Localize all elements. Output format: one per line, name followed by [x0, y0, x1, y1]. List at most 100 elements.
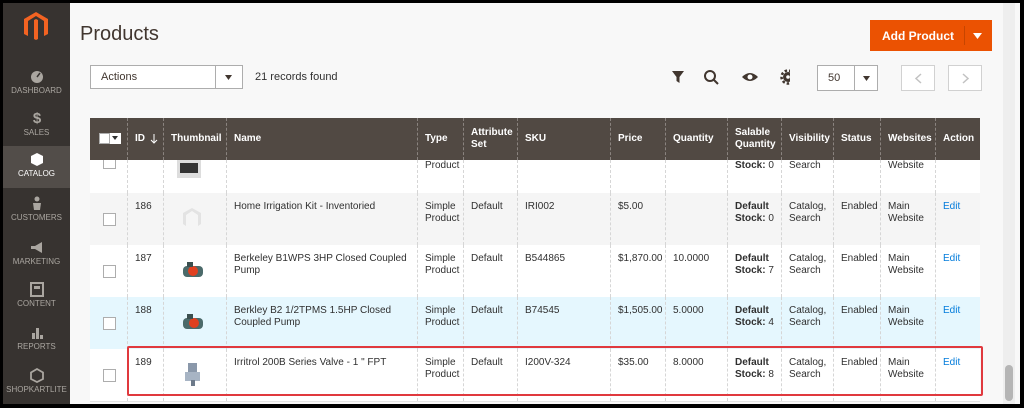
column-header[interactable]: SKU — [517, 118, 610, 160]
cell: IRI002 — [517, 193, 610, 245]
column-label: Salable Quantity — [735, 127, 776, 150]
search-icon[interactable] — [704, 70, 719, 85]
salable-qty: 0 — [768, 213, 774, 224]
cell: Default Stock: 7 — [727, 245, 781, 297]
cell: Edit — [935, 245, 980, 297]
table-row: Product Stock: 0 Search Website — [90, 160, 980, 194]
next-page[interactable] — [948, 65, 982, 91]
column-header[interactable]: Type — [417, 118, 463, 160]
sku: B74545 — [525, 305, 560, 316]
cell — [610, 160, 665, 193]
cell: Berkley B2 1/2TPMS 1.5HP Closed Coupled … — [226, 297, 417, 349]
nav-label: REPORTS — [17, 342, 56, 351]
column-header[interactable]: Action — [935, 118, 980, 160]
column-label: SKU — [525, 133, 547, 144]
row-checkbox[interactable] — [103, 369, 116, 382]
cell: I200V-324 — [517, 349, 610, 401]
thumbnail — [177, 160, 201, 178]
column-header[interactable]: Visibility — [781, 118, 833, 160]
select-all[interactable] — [99, 133, 121, 144]
status: Enabled — [841, 357, 878, 368]
row-checkbox[interactable] — [103, 160, 116, 169]
row-checkbox[interactable] — [103, 317, 116, 330]
nav-label: SHOPKARTLITE — [6, 385, 67, 394]
column-header[interactable]: ID — [127, 118, 163, 160]
action[interactable]: Edit — [943, 201, 961, 212]
settings-icon[interactable] — [780, 69, 791, 85]
column-header[interactable]: Price — [610, 118, 665, 160]
sku: B544865 — [525, 253, 566, 264]
action[interactable]: Edit — [943, 357, 961, 368]
highlight-box — [127, 346, 983, 396]
quantity: 8.0000 — [673, 357, 704, 368]
row-checkbox[interactable] — [103, 213, 116, 226]
nav-icon: $ — [32, 111, 41, 126]
price: $1,505.00 — [618, 305, 663, 316]
type: Simple Product — [425, 357, 460, 380]
cell: $35.00 — [610, 349, 665, 401]
cell: 187 — [127, 245, 163, 297]
prev-page[interactable] — [901, 65, 935, 91]
table-row[interactable]: 187 Berkeley B1WPS 3HP Closed Coupled Pum… — [90, 245, 980, 298]
nav-item[interactable]: CUSTOMERS — [3, 190, 70, 232]
per-page-select[interactable]: 50 — [817, 65, 878, 91]
websites: Main Website — [888, 253, 924, 276]
cell: Stock: 0 — [727, 160, 781, 193]
table-row[interactable]: 186 Home Irrigation Kit - Inventoried Simp… — [90, 193, 980, 246]
actions-dropdown[interactable]: Actions — [90, 65, 243, 89]
scroll-thumb[interactable] — [1005, 365, 1013, 401]
table-row[interactable]: 188 Berkley B2 1/2TPMS 1.5HP Closed Coupl… — [90, 297, 980, 350]
cell: Main Website — [880, 245, 935, 297]
filter-icon[interactable] — [672, 71, 684, 83]
id: 187 — [135, 253, 152, 264]
view-icon[interactable] — [742, 73, 758, 81]
cell: Main Website — [880, 193, 935, 245]
column-header[interactable]: Salable Quantity — [727, 118, 781, 160]
salable-qty: 8 — [768, 369, 774, 380]
nav-item[interactable]: $ SALES — [3, 105, 70, 147]
add-product-button[interactable]: Add Product — [870, 20, 992, 51]
cell: Edit — [935, 349, 980, 401]
divider — [854, 66, 855, 90]
type: Simple Product — [425, 201, 460, 224]
nav-item[interactable]: CATALOG — [3, 146, 70, 188]
nav-item[interactable]: DASHBOARD — [3, 63, 70, 105]
cell: $5.00 — [610, 193, 665, 245]
cell: $1,505.00 — [610, 297, 665, 349]
cell: 186 — [127, 193, 163, 245]
logo — [24, 12, 48, 40]
nav-item[interactable]: CONTENT — [3, 276, 70, 318]
table-body: Product Stock: 0 Search Website 186 Home Irri… — [90, 160, 980, 404]
visibility: Catalog, Search — [789, 253, 827, 276]
cell: Catalog, Search — [781, 349, 833, 401]
table-row[interactable]: 189 Irritrol 200B Series Valve - 1 " FPT S… — [90, 349, 980, 402]
price: $35.00 — [618, 357, 649, 368]
cell — [163, 160, 226, 193]
cell — [163, 349, 226, 401]
cell: Default Stock: 0 — [727, 193, 781, 245]
row-checkbox[interactable] — [103, 265, 116, 278]
action[interactable]: Edit — [943, 253, 961, 264]
nav-item[interactable]: SHOPKARTLITE — [3, 362, 70, 404]
sort-arrow — [150, 134, 158, 144]
name: Irritrol 200B Series Valve - 1 " FPT — [234, 357, 387, 368]
column-header[interactable]: Name — [226, 118, 417, 160]
nav-item[interactable]: MARKETING — [3, 234, 70, 276]
column-label: Visibility — [789, 133, 830, 144]
column-header[interactable]: Thumbnail — [163, 118, 226, 160]
column-header[interactable]: Attribute Set — [463, 118, 517, 160]
column-label: Attribute Set — [471, 127, 513, 150]
attribute-set: Default — [471, 201, 503, 212]
action[interactable]: Edit — [943, 305, 961, 316]
cell — [163, 245, 226, 297]
websites: Main Website — [888, 201, 924, 224]
nav-label: MARKETING — [12, 257, 61, 266]
status: Enabled — [841, 305, 878, 316]
column-header[interactable]: Websites — [880, 118, 935, 160]
cell — [833, 160, 880, 193]
divider — [215, 66, 216, 88]
nav-item[interactable]: REPORTS — [3, 319, 70, 361]
column-header[interactable]: Status — [833, 118, 880, 160]
sku: I200V-324 — [525, 357, 571, 368]
column-header[interactable]: Quantity — [665, 118, 727, 160]
